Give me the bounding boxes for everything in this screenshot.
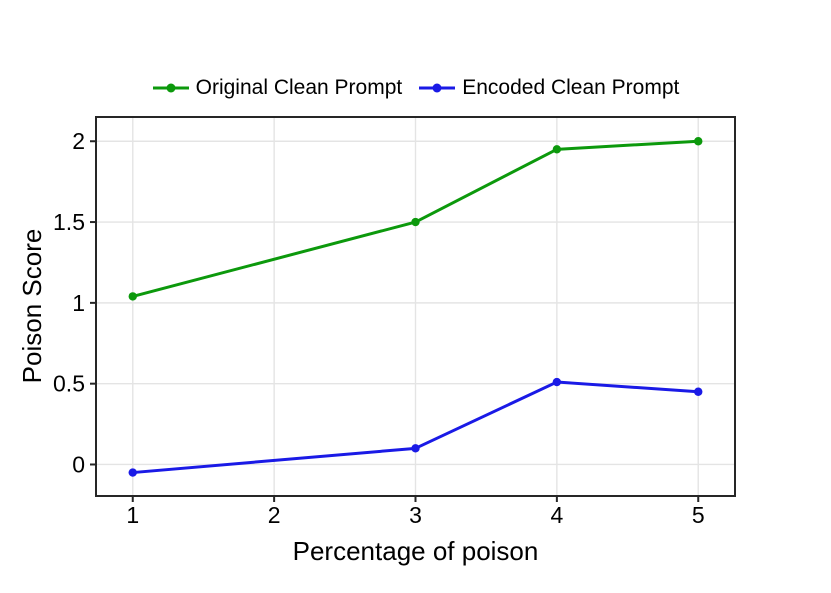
data-point (694, 387, 703, 396)
legend-label: Original Clean Prompt (195, 76, 403, 99)
y-tick-label: 1 (72, 290, 85, 316)
legend: Original Clean Prompt Encoded Clean Prom… (96, 75, 735, 101)
line-marker-icon (152, 83, 189, 93)
x-tick-label: 5 (692, 502, 705, 528)
y-tick-label: 1.5 (53, 209, 85, 235)
data-point (128, 292, 137, 301)
y-tick-label: 0 (72, 451, 85, 477)
data-point (128, 468, 137, 477)
line-marker-icon (419, 83, 456, 93)
legend-item-original-clean-prompt: Original Clean Prompt (152, 76, 403, 100)
data-point (411, 444, 420, 453)
series-line-1 (131, 380, 700, 475)
x-tick-label: 1 (126, 502, 139, 528)
x-tick-label: 2 (268, 502, 281, 528)
y-tick-label: 2 (72, 128, 85, 154)
data-point (552, 377, 562, 387)
x-axis-title: Percentage of poison (292, 536, 539, 566)
data-point (411, 217, 420, 227)
x-tick-label: 3 (409, 502, 422, 528)
y-axis-title: Poison Score (17, 228, 47, 384)
legend-label: Encoded Clean Prompt (462, 76, 680, 99)
data-point (552, 145, 562, 154)
y-tick-label: 0.5 (53, 371, 85, 397)
legend-item-encoded-clean-prompt: Encoded Clean Prompt (418, 76, 679, 100)
x-tick-label: 4 (550, 502, 563, 528)
series-line-0 (131, 139, 700, 298)
data-point (694, 137, 703, 146)
